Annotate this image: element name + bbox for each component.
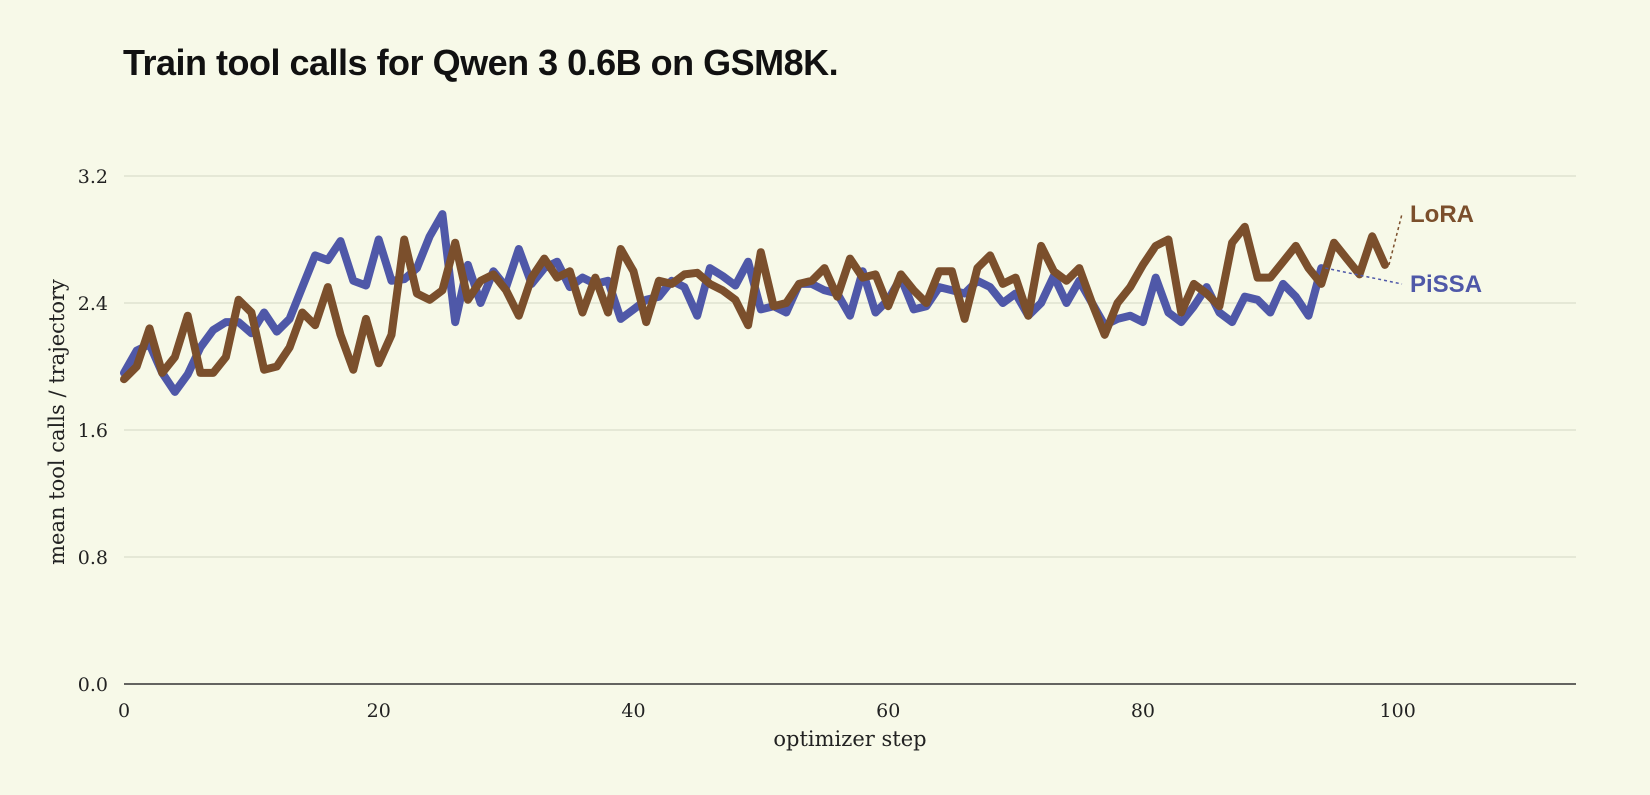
axes: 0.0 0.8 1.6 2.4 3.2 0 20 40 60 80 100 xyxy=(78,166,1576,722)
series-label-lora: LoRA xyxy=(1410,201,1474,228)
x-tick-label: 60 xyxy=(876,700,900,722)
x-tick-label: 80 xyxy=(1131,700,1155,722)
series-lines xyxy=(120,210,1389,396)
series-leader-lora xyxy=(1388,213,1403,266)
grid xyxy=(124,175,1576,558)
x-tick-label: 0 xyxy=(118,700,130,722)
chart-title: Train tool calls for Qwen 3 0.6B on GSM8… xyxy=(123,42,838,83)
x-axis-label: optimizer step xyxy=(773,727,926,751)
y-axis-label: mean tool calls / trajectory xyxy=(45,279,69,565)
x-tick-label: 40 xyxy=(621,700,645,722)
x-tick-label: 100 xyxy=(1380,700,1416,722)
x-tick-label: 20 xyxy=(367,700,391,722)
y-tick-label: 0.0 xyxy=(78,674,108,696)
series-labels: PiSSA LoRA xyxy=(1325,201,1482,298)
series-line-lora xyxy=(120,222,1389,384)
series-line-pissa xyxy=(120,210,1326,396)
y-tick-label: 2.4 xyxy=(78,293,108,315)
y-tick-label: 1.6 xyxy=(78,420,108,442)
series-label-pissa: PiSSA xyxy=(1410,271,1482,298)
series-leader-pissa xyxy=(1325,267,1403,285)
y-tick-label: 0.8 xyxy=(78,547,108,569)
y-tick-label: 3.2 xyxy=(78,166,108,188)
